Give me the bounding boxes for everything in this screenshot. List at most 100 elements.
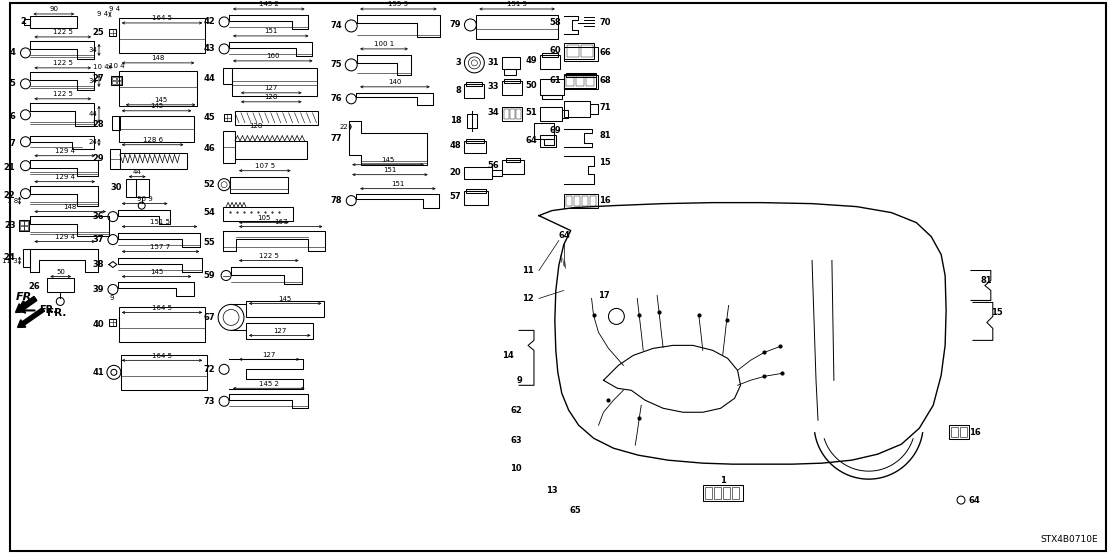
Bar xyxy=(464,166,492,179)
Bar xyxy=(589,104,597,114)
Bar xyxy=(586,76,594,86)
Text: 1: 1 xyxy=(720,476,726,484)
Bar xyxy=(510,109,515,119)
Text: 15: 15 xyxy=(599,158,612,167)
Bar xyxy=(502,160,524,174)
Bar xyxy=(468,114,478,128)
Text: 4: 4 xyxy=(10,49,16,58)
Bar xyxy=(20,226,23,230)
Bar xyxy=(119,18,205,53)
Text: 72: 72 xyxy=(204,365,215,374)
Bar xyxy=(564,194,597,207)
Text: 42: 42 xyxy=(204,18,215,27)
FancyArrow shape xyxy=(16,296,37,312)
Text: 41: 41 xyxy=(92,368,104,377)
Text: FR.: FR. xyxy=(40,305,58,315)
Text: 17: 17 xyxy=(597,291,609,300)
Bar xyxy=(492,170,502,176)
Text: 44: 44 xyxy=(204,74,215,84)
Bar xyxy=(232,68,318,96)
Text: 10 4: 10 4 xyxy=(93,64,109,70)
Text: 24: 24 xyxy=(89,139,98,145)
Text: 69: 69 xyxy=(550,126,561,135)
Text: 145: 145 xyxy=(381,157,394,163)
Text: FR.: FR. xyxy=(48,309,66,319)
Bar xyxy=(112,116,120,130)
Text: 6: 6 xyxy=(10,112,16,121)
Bar xyxy=(566,73,595,77)
Text: 24: 24 xyxy=(3,253,16,262)
Bar xyxy=(135,179,148,197)
Bar xyxy=(562,110,567,118)
Bar xyxy=(566,76,574,86)
Text: 14: 14 xyxy=(502,351,514,360)
Text: FR.: FR. xyxy=(16,293,37,302)
Text: 76: 76 xyxy=(330,95,342,103)
Text: 49: 49 xyxy=(525,56,537,65)
Bar xyxy=(24,221,29,225)
Text: 44: 44 xyxy=(133,169,142,175)
Text: 90: 90 xyxy=(49,7,59,13)
Bar xyxy=(951,427,958,437)
Bar xyxy=(230,176,288,192)
Bar xyxy=(702,485,742,501)
Text: 25: 25 xyxy=(92,28,104,38)
Text: 58: 58 xyxy=(550,18,561,28)
Bar xyxy=(464,141,486,153)
Bar xyxy=(576,76,584,86)
Text: 10 4: 10 4 xyxy=(109,63,124,69)
Text: 79: 79 xyxy=(450,20,461,29)
Text: 12: 12 xyxy=(522,294,534,303)
Bar xyxy=(564,75,597,89)
Text: 45: 45 xyxy=(204,113,215,122)
Bar xyxy=(542,95,562,99)
Text: 57: 57 xyxy=(450,192,461,201)
Bar xyxy=(542,53,557,57)
Bar xyxy=(504,109,510,119)
Text: 56: 56 xyxy=(488,161,500,170)
Text: 145: 145 xyxy=(278,296,291,302)
Text: 61: 61 xyxy=(550,76,561,85)
Text: 7 8: 7 8 xyxy=(7,197,18,204)
Text: 155 3: 155 3 xyxy=(389,2,409,8)
Bar xyxy=(506,158,520,161)
Bar xyxy=(504,69,516,75)
Bar xyxy=(112,81,116,85)
Bar xyxy=(960,427,967,437)
Text: 11 3: 11 3 xyxy=(2,258,18,264)
Bar xyxy=(502,107,522,121)
Text: 105: 105 xyxy=(257,215,270,221)
Text: 23: 23 xyxy=(4,221,16,230)
Bar xyxy=(731,487,739,499)
Bar xyxy=(566,196,572,206)
Text: 62: 62 xyxy=(511,406,522,415)
Text: 128 6: 128 6 xyxy=(143,137,163,143)
Text: 151 5: 151 5 xyxy=(150,219,170,225)
Text: 43: 43 xyxy=(204,44,215,54)
Text: 145: 145 xyxy=(154,97,167,103)
Bar xyxy=(564,47,597,61)
Text: 127: 127 xyxy=(273,328,286,334)
Bar xyxy=(110,319,116,326)
Text: 81: 81 xyxy=(599,131,612,140)
Text: 33: 33 xyxy=(488,82,500,91)
Text: 21: 21 xyxy=(3,163,16,172)
Bar xyxy=(589,196,595,206)
Text: 36: 36 xyxy=(92,212,104,221)
Text: 96 9: 96 9 xyxy=(136,196,153,202)
Bar xyxy=(581,45,593,57)
Bar xyxy=(504,79,520,83)
Bar xyxy=(223,68,232,84)
Text: 60: 60 xyxy=(550,46,561,55)
Text: 145: 145 xyxy=(150,103,163,109)
Bar xyxy=(502,81,522,95)
Text: 122 5: 122 5 xyxy=(259,253,279,259)
Text: 30: 30 xyxy=(111,183,122,192)
Text: 145 2: 145 2 xyxy=(259,2,279,8)
Text: 50: 50 xyxy=(57,269,65,275)
Bar xyxy=(502,57,520,69)
Bar xyxy=(30,16,78,28)
Bar xyxy=(235,141,307,159)
Bar xyxy=(224,114,230,121)
Bar xyxy=(466,82,482,86)
